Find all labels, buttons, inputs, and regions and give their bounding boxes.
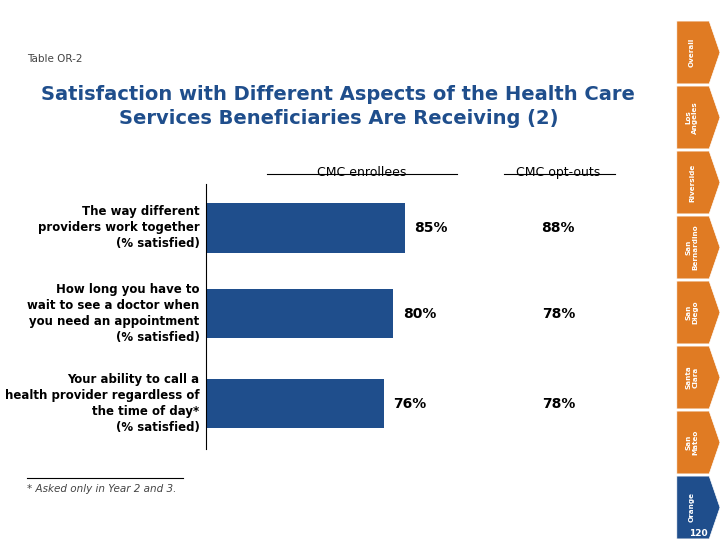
Text: Orange: Orange	[689, 492, 695, 523]
Text: * Asked only in Year 2 and 3.: * Asked only in Year 2 and 3.	[27, 484, 176, 494]
Polygon shape	[677, 476, 720, 539]
Text: San
Diego: San Diego	[685, 301, 698, 324]
Text: 78%: 78%	[541, 307, 575, 321]
Text: Santa
Clara: Santa Clara	[685, 366, 698, 389]
Text: 78%: 78%	[541, 397, 575, 411]
Text: Services Beneficiaries Are Receiving (2): Services Beneficiaries Are Receiving (2)	[119, 110, 558, 129]
Polygon shape	[677, 151, 720, 214]
Text: 76%: 76%	[393, 397, 427, 411]
Text: 80%: 80%	[402, 307, 436, 321]
Polygon shape	[677, 346, 720, 409]
Text: Your ability to call a
health provider regardless of
the time of day*
(% satisfi: Your ability to call a health provider r…	[5, 373, 199, 434]
Text: San
Bernardino: San Bernardino	[685, 225, 698, 271]
Text: 88%: 88%	[541, 221, 575, 235]
Polygon shape	[677, 281, 720, 344]
Text: San
Mateo: San Mateo	[685, 430, 698, 455]
Polygon shape	[677, 411, 720, 474]
Polygon shape	[677, 21, 720, 84]
Text: Riverside: Riverside	[689, 164, 695, 201]
Polygon shape	[677, 216, 720, 279]
Bar	[207, 379, 384, 428]
Text: Table OR-2: Table OR-2	[27, 54, 83, 64]
Text: How long you have to
wait to see a doctor when
you need an appointment
(% satisf: How long you have to wait to see a docto…	[27, 284, 199, 345]
Text: 85%: 85%	[415, 221, 448, 235]
Text: 120: 120	[689, 529, 708, 538]
Text: The way different
providers work together
(% satisfied): The way different providers work togethe…	[38, 206, 199, 251]
Text: Orange County: Orange County	[300, 3, 405, 17]
Text: Los
Angeles: Los Angeles	[685, 101, 698, 134]
Bar	[207, 289, 393, 339]
Text: CMC opt-outs: CMC opt-outs	[516, 166, 600, 179]
Text: CMC enrollees: CMC enrollees	[318, 166, 407, 179]
Text: Satisfaction with Different Aspects of the Health Care: Satisfaction with Different Aspects of t…	[42, 85, 635, 104]
Bar	[207, 203, 405, 253]
Polygon shape	[677, 86, 720, 149]
Text: Overall: Overall	[689, 38, 695, 67]
